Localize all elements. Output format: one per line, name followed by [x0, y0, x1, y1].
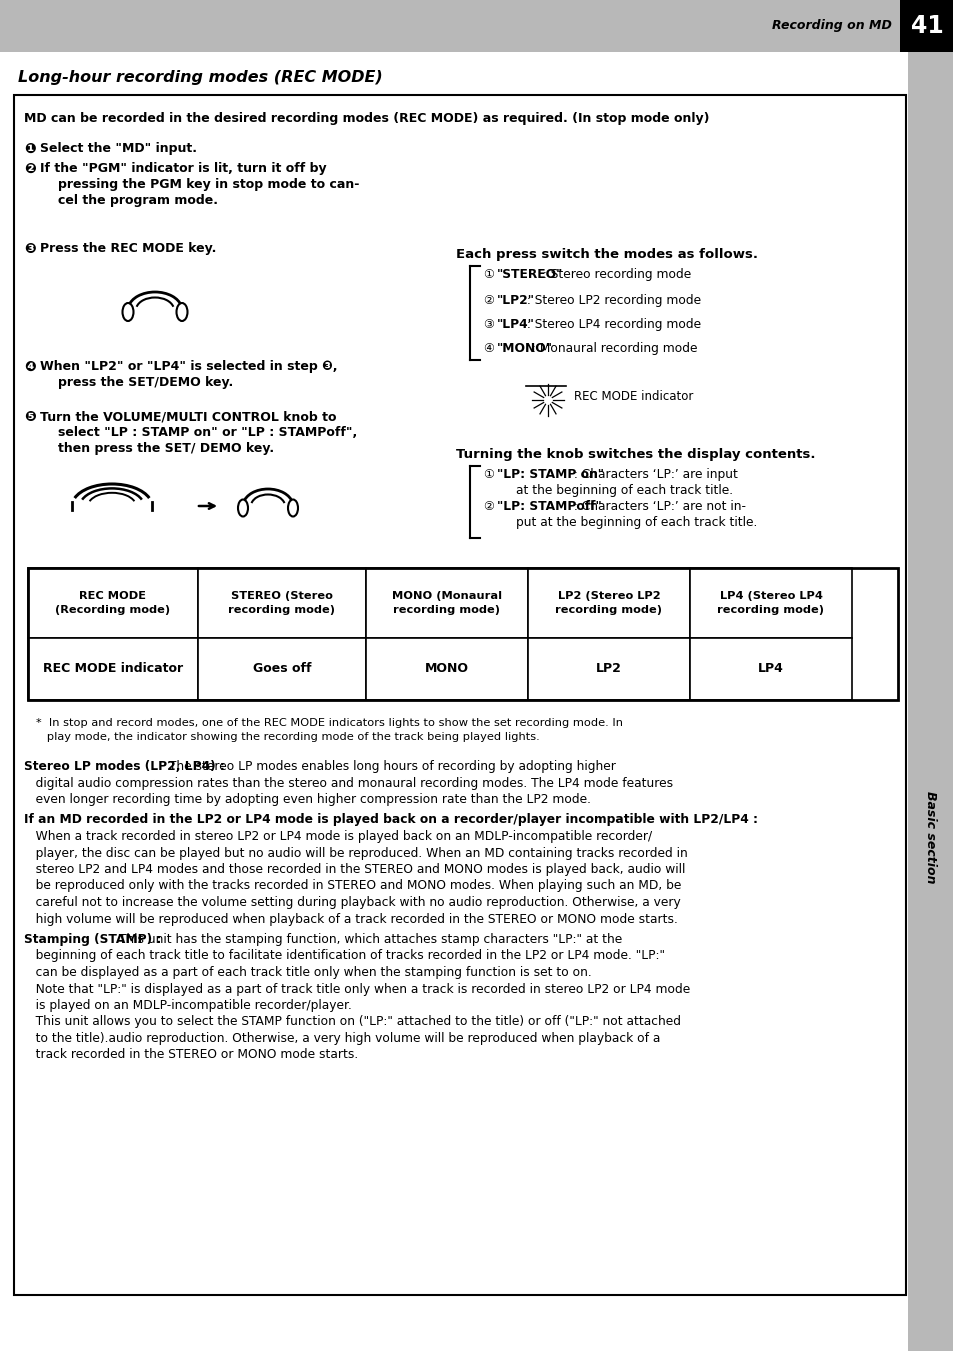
Ellipse shape	[237, 500, 248, 516]
Text: Recording on MD: Recording on MD	[771, 19, 891, 32]
Text: then press the SET/ DEMO key.: then press the SET/ DEMO key.	[58, 442, 274, 455]
Text: Press the REC MODE key.: Press the REC MODE key.	[40, 242, 216, 255]
Bar	[366, 567, 527, 638]
Bar	[899, 0, 953, 51]
Text: stereo LP2 and LP4 modes and those recorded in the STEREO and MONO modes is play: stereo LP2 and LP4 modes and those recor…	[24, 863, 684, 875]
Text: put at the beginning of each track title.: put at the beginning of each track title…	[516, 516, 757, 530]
Text: LP4: LP4	[758, 662, 783, 676]
Text: ❷: ❷	[24, 162, 35, 176]
Text: press the SET/DEMO key.: press the SET/DEMO key.	[58, 376, 233, 389]
Text: Long-hour recording modes (REC MODE): Long-hour recording modes (REC MODE)	[18, 70, 382, 85]
Text: Each press switch the modes as follows.: Each press switch the modes as follows.	[456, 249, 758, 261]
Text: cel the program mode.: cel the program mode.	[58, 195, 218, 207]
Text: Turn the VOLUME/MULTI CONTROL knob to: Turn the VOLUME/MULTI CONTROL knob to	[40, 409, 336, 423]
Text: : Characters ‘LP:’ are input: : Characters ‘LP:’ are input	[569, 467, 737, 481]
Text: LP2 (Stereo LP2
recording mode): LP2 (Stereo LP2 recording mode)	[555, 592, 661, 615]
Text: When "LP2" or "LP4" is selected in step ❸,: When "LP2" or "LP4" is selected in step …	[40, 359, 337, 373]
Text: digital audio compression rates than the stereo and monaural recording modes. Th: digital audio compression rates than the…	[24, 777, 673, 789]
Bar	[28, 567, 897, 700]
Text: ④: ④	[482, 342, 494, 355]
Text: "STEREO": "STEREO"	[497, 267, 563, 281]
Text: select "LP : STAMP on" or "LP : STAMPoff",: select "LP : STAMP on" or "LP : STAMPoff…	[58, 426, 356, 439]
Text: : Stereo LP2 recording mode: : Stereo LP2 recording mode	[522, 295, 700, 307]
Bar	[28, 638, 198, 700]
Text: "MONO": "MONO"	[497, 342, 553, 355]
Text: can be displayed as a part of each track title only when the stamping function i: can be displayed as a part of each track…	[24, 966, 591, 979]
Bar	[689, 638, 851, 700]
Text: MONO: MONO	[424, 662, 469, 676]
Text: "LP: STAMPoff": "LP: STAMPoff"	[497, 500, 601, 513]
Text: "LP: STAMP on": "LP: STAMP on"	[497, 467, 603, 481]
Text: play mode, the indicator showing the recording mode of the track being played li: play mode, the indicator showing the rec…	[36, 732, 539, 742]
Bar	[527, 638, 689, 700]
Bar	[366, 638, 527, 700]
Ellipse shape	[122, 303, 133, 322]
Text: ❸: ❸	[24, 242, 35, 255]
Text: "LP2": "LP2"	[497, 295, 535, 307]
Text: careful not to increase the volume setting during playback with no audio reprodu: careful not to increase the volume setti…	[24, 896, 680, 909]
Bar	[689, 567, 851, 638]
Text: "LP4": "LP4"	[497, 317, 535, 331]
Text: Note that "LP:" is displayed as a part of track title only when a track is recor: Note that "LP:" is displayed as a part o…	[24, 982, 690, 996]
Ellipse shape	[288, 500, 297, 516]
Text: ❶: ❶	[24, 142, 35, 155]
Text: be reproduced only with the tracks recorded in STEREO and MONO modes. When playi: be reproduced only with the tracks recor…	[24, 880, 680, 893]
Text: LP2: LP2	[596, 662, 621, 676]
Text: Stereo LP modes (LP2, LP4) :: Stereo LP modes (LP2, LP4) :	[24, 761, 225, 773]
Text: ②: ②	[482, 500, 494, 513]
Text: REC MODE indicator: REC MODE indicator	[574, 390, 693, 403]
Text: pressing the PGM key in stop mode to can-: pressing the PGM key in stop mode to can…	[58, 178, 359, 190]
Text: The stereo LP modes enables long hours of recording by adopting higher: The stereo LP modes enables long hours o…	[165, 761, 616, 773]
Text: player, the disc can be played but no audio will be reproduced. When an MD conta: player, the disc can be played but no au…	[24, 847, 687, 859]
Text: Select the "MD" input.: Select the "MD" input.	[40, 142, 196, 155]
Text: Basic section: Basic section	[923, 792, 937, 884]
Text: This unit has the stamping function, which attaches stamp characters "LP:" at th: This unit has the stamping function, whi…	[114, 934, 621, 946]
Text: is played on an MDLP-incompatible recorder/player.: is played on an MDLP-incompatible record…	[24, 998, 352, 1012]
Bar	[198, 567, 366, 638]
Text: MD can be recorded in the desired recording modes (REC MODE) as required. (In st: MD can be recorded in the desired record…	[24, 112, 709, 126]
Text: If an MD recorded in the LP2 or LP4 mode is played back on a recorder/player inc: If an MD recorded in the LP2 or LP4 mode…	[24, 813, 758, 827]
Text: ③: ③	[482, 317, 494, 331]
Text: : Characters ‘LP:’ are not in-: : Characters ‘LP:’ are not in-	[569, 500, 745, 513]
Text: to the title).audio reproduction. Otherwise, a very high volume will be reproduc: to the title).audio reproduction. Otherw…	[24, 1032, 659, 1046]
Text: Goes off: Goes off	[253, 662, 311, 676]
Text: Turning the knob switches the display contents.: Turning the knob switches the display co…	[456, 449, 815, 461]
Text: REC MODE
(Recording mode): REC MODE (Recording mode)	[55, 592, 171, 615]
Text: This unit allows you to select the STAMP function on ("LP:" attached to the titl: This unit allows you to select the STAMP…	[24, 1016, 680, 1028]
Text: at the beginning of each track title.: at the beginning of each track title.	[516, 484, 732, 497]
Text: : Stereo LP4 recording mode: : Stereo LP4 recording mode	[522, 317, 700, 331]
Bar	[0, 0, 953, 51]
Text: STEREO (Stereo
recording mode): STEREO (Stereo recording mode)	[229, 592, 335, 615]
Text: : Monaural recording mode: : Monaural recording mode	[528, 342, 697, 355]
Bar	[907, 51, 953, 1351]
Text: 41: 41	[910, 14, 943, 38]
Text: MONO (Monaural
recording mode): MONO (Monaural recording mode)	[392, 592, 501, 615]
Bar	[28, 567, 198, 638]
Ellipse shape	[176, 303, 188, 322]
Text: ②: ②	[482, 295, 494, 307]
Text: ①: ①	[482, 267, 494, 281]
Bar	[527, 567, 689, 638]
Text: LP4 (Stereo LP4
recording mode): LP4 (Stereo LP4 recording mode)	[717, 592, 823, 615]
Text: ❺: ❺	[24, 409, 35, 424]
Text: track recorded in the STEREO or MONO mode starts.: track recorded in the STEREO or MONO mod…	[24, 1048, 358, 1062]
Text: ❹: ❹	[24, 359, 35, 374]
Text: If the "PGM" indicator is lit, turn it off by: If the "PGM" indicator is lit, turn it o…	[40, 162, 326, 176]
Text: REC MODE indicator: REC MODE indicator	[43, 662, 183, 676]
Text: *  In stop and record modes, one of the REC MODE indicators lights to show the s: * In stop and record modes, one of the R…	[36, 717, 622, 728]
Bar	[198, 638, 366, 700]
Text: even longer recording time by adopting even higher compression rate than the LP2: even longer recording time by adopting e…	[24, 793, 590, 807]
Text: Stamping (STAMP) :: Stamping (STAMP) :	[24, 934, 161, 946]
Text: ①: ①	[482, 467, 494, 481]
Text: : Stereo recording mode: : Stereo recording mode	[538, 267, 690, 281]
Text: When a track recorded in stereo LP2 or LP4 mode is played back on an MDLP-incomp: When a track recorded in stereo LP2 or L…	[24, 830, 652, 843]
Text: high volume will be reproduced when playback of a track recorded in the STEREO o: high volume will be reproduced when play…	[24, 912, 678, 925]
Text: beginning of each track title to facilitate identification of tracks recorded in: beginning of each track title to facilit…	[24, 950, 664, 962]
Bar	[14, 95, 905, 1296]
